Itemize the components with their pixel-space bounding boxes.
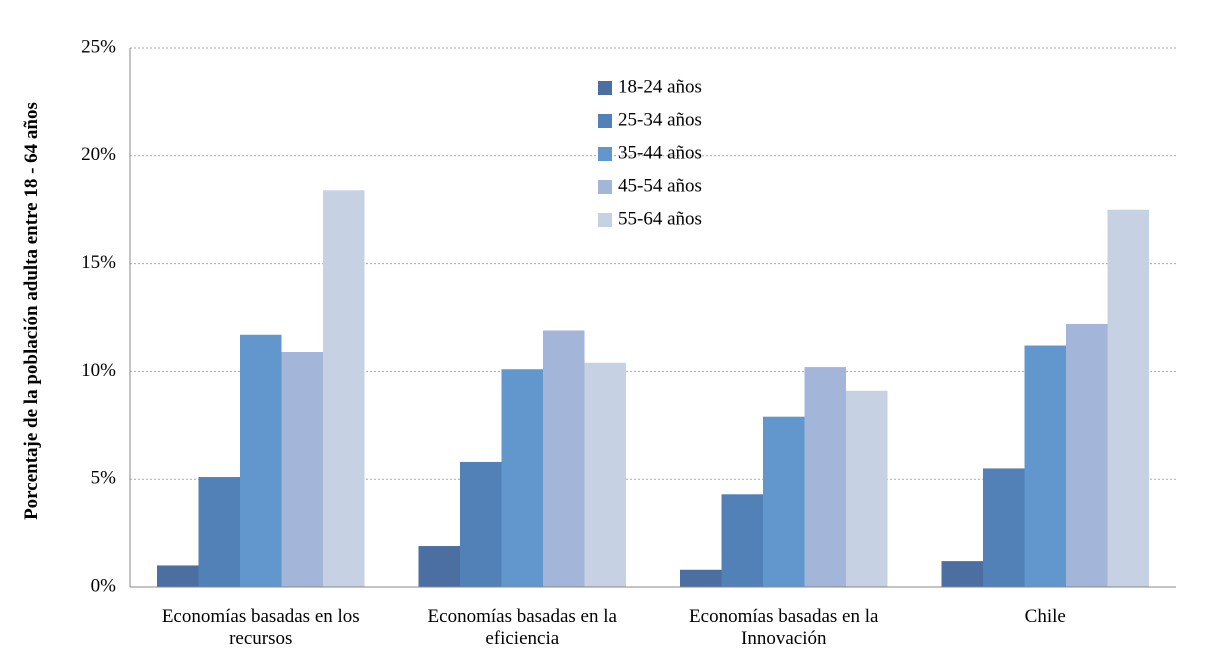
legend-swatch xyxy=(598,114,612,128)
bar xyxy=(501,369,543,587)
legend-label: 25-34 años xyxy=(618,109,702,130)
y-tick-label: 25% xyxy=(81,36,116,57)
bar xyxy=(281,351,323,587)
legend-swatch xyxy=(598,147,612,161)
bar xyxy=(680,569,722,587)
bar xyxy=(584,362,626,587)
bar xyxy=(198,477,240,587)
bar xyxy=(1107,209,1149,587)
y-tick-label: 15% xyxy=(81,252,116,273)
y-tick-label: 20% xyxy=(81,144,116,165)
bar xyxy=(941,561,983,587)
legend-label: 45-54 años xyxy=(618,175,702,196)
y-tick-label: 10% xyxy=(81,360,116,381)
bar xyxy=(418,546,460,587)
x-tick-label: Chile xyxy=(1024,606,1066,627)
x-tick-label: Economías basadas en los recursos xyxy=(161,606,360,649)
bar xyxy=(1024,345,1066,587)
bar xyxy=(323,190,365,587)
x-tick-label: Economías basadas en la Innovación xyxy=(689,606,879,649)
legend-swatch xyxy=(598,180,612,194)
bar xyxy=(240,334,282,587)
x-tick-label: Economías basadas en la eficiencia xyxy=(427,606,617,649)
legend-swatch xyxy=(598,81,612,95)
bar xyxy=(721,494,763,587)
bar xyxy=(460,461,502,587)
bar xyxy=(763,416,805,587)
legend-label: 18-24 años xyxy=(618,76,702,97)
bar xyxy=(1066,323,1108,587)
y-axis-title: Porcentaje de la población adulta entre … xyxy=(21,102,42,520)
legend-label: 35-44 años xyxy=(618,142,702,163)
bar xyxy=(543,330,585,587)
legend-swatch xyxy=(598,213,612,227)
legend-label: 55-64 años xyxy=(618,208,702,229)
bar xyxy=(157,565,199,587)
y-tick-label: 5% xyxy=(91,468,117,489)
bar xyxy=(983,468,1025,587)
y-tick-label: 0% xyxy=(91,575,117,596)
bar xyxy=(846,390,888,587)
bar xyxy=(804,367,846,587)
